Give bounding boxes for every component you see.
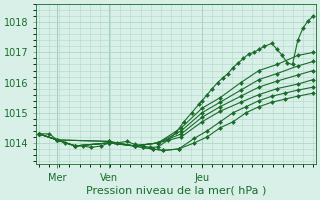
X-axis label: Pression niveau de la mer( hPa ): Pression niveau de la mer( hPa )	[86, 186, 266, 196]
